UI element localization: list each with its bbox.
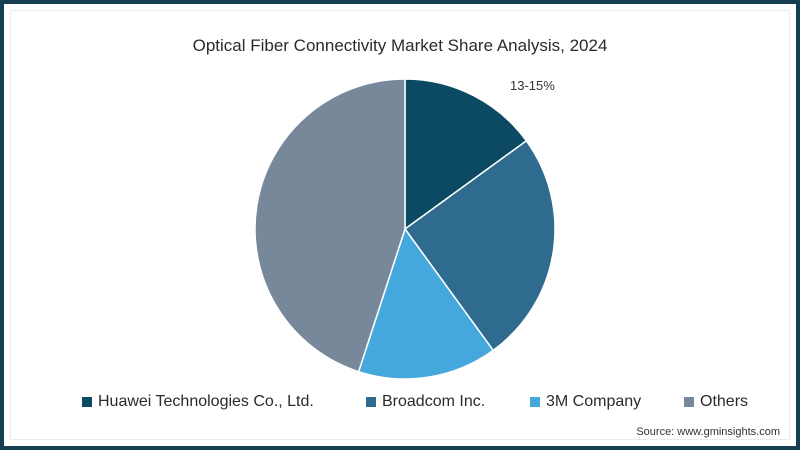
chart-title: Optical Fiber Connectivity Market Share …: [192, 36, 608, 55]
legend-label: 3M Company: [546, 393, 642, 410]
legend-item-others: Others: [684, 393, 748, 411]
legend-item-3m: 3M Company: [530, 393, 641, 411]
pie-slice-3m-company: [357, 227, 495, 380]
pie-slice-broadcom-inc: [403, 139, 556, 352]
legend-swatch-icon: [684, 397, 694, 407]
pie-slice-others: [254, 78, 406, 373]
legend-item-huawei: Huawei Technologies Co., Ltd.: [82, 393, 314, 411]
legend-swatch-icon: [82, 397, 92, 407]
legend-swatch-icon: [366, 397, 376, 407]
source-credit: Source: www.gminsights.com: [636, 426, 780, 438]
legend-label: Huawei Technologies Co., Ltd.: [98, 393, 314, 410]
legend-label: Broadcom Inc.: [382, 393, 486, 410]
legend-swatch-icon: [530, 397, 540, 407]
legend-label: Others: [700, 393, 749, 410]
slice-annotation-huawei: 13-15%: [510, 78, 555, 93]
pie-slice-huawei-technologies-co-ltd: [404, 78, 528, 231]
legend-item-broadcom: Broadcom Inc.: [366, 393, 485, 411]
chart-legend: Huawei Technologies Co., Ltd. Broadcom I…: [0, 393, 800, 415]
